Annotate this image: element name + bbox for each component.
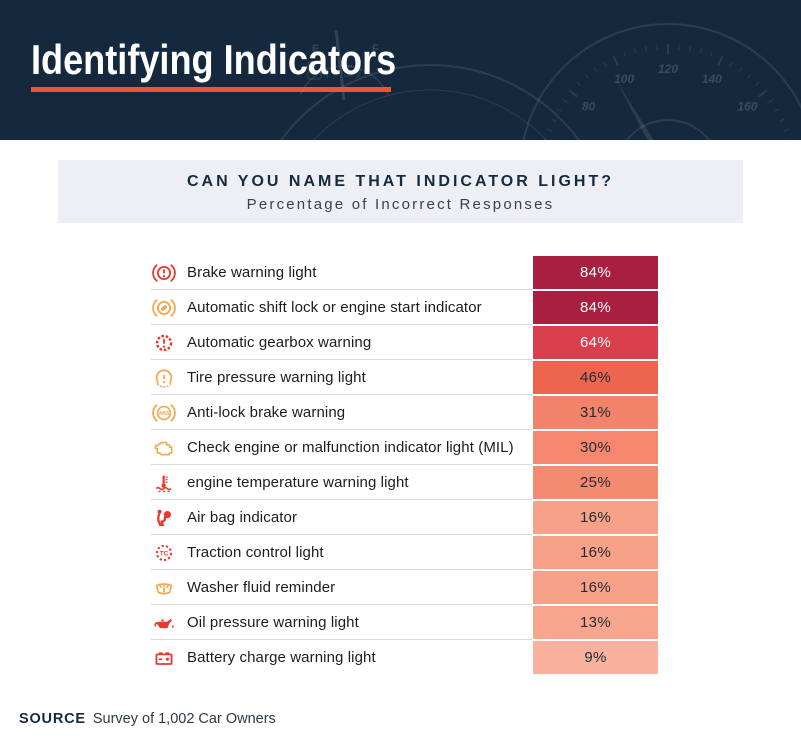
indicator-row: engine temperature warning light 25% [145, 464, 658, 499]
value-cell: 31% [533, 396, 658, 429]
value-cell: 64% [533, 326, 658, 359]
chart-header-panel: CAN YOU NAME THAT INDICATOR LIGHT? Perce… [58, 160, 743, 223]
traction-control-icon: TC [145, 541, 183, 565]
svg-text:100: 100 [614, 72, 634, 86]
value-cell: 84% [533, 256, 658, 289]
battery-charge-icon [145, 646, 183, 670]
indicator-row: Automatic shift lock or engine start ind… [145, 289, 658, 324]
indicator-row: Check engine or malfunction indicator li… [145, 429, 658, 464]
svg-text:140: 140 [702, 72, 722, 86]
value-cell: 16% [533, 571, 658, 604]
source-label: SOURCE [19, 711, 86, 727]
value-cell: 13% [533, 606, 658, 639]
page-header: 20406080100120140160180200220EF Identify… [0, 0, 801, 140]
tire-pressure-icon [145, 366, 183, 390]
washer-fluid-icon [145, 576, 183, 600]
indicator-label: Traction control light [187, 544, 324, 561]
value-cell: 84% [533, 291, 658, 324]
indicator-label: engine temperature warning light [187, 474, 409, 491]
svg-text:60: 60 [562, 139, 576, 140]
indicator-label: Automatic shift lock or engine start ind… [187, 299, 482, 316]
indicator-row: Automatic gearbox warning 64% [145, 324, 658, 359]
indicator-label: Tire pressure warning light [187, 369, 366, 386]
title-underline [31, 87, 391, 92]
indicator-label: Battery charge warning light [187, 649, 376, 666]
indicator-label: Air bag indicator [187, 509, 298, 526]
indicator-row: Air bag indicator 16% [145, 499, 658, 534]
source-text: Survey of 1,002 Car Owners [92, 711, 276, 727]
svg-text:160: 160 [737, 99, 757, 113]
svg-text:180: 180 [758, 139, 778, 140]
dashboard-background-art: 20406080100120140160180200220EF [280, 23, 801, 140]
source-note: SOURCE Survey of 1,002 Car Owners [19, 711, 276, 727]
chart-subtitle: Percentage of Incorrect Responses [246, 196, 555, 213]
oil-pressure-icon [145, 611, 183, 635]
indicator-row: Washer fluid reminder 16% [145, 569, 658, 604]
page-title: Identifying Indicators [31, 36, 397, 83]
brake-warning-light-icon [145, 261, 183, 285]
svg-text:80: 80 [582, 99, 596, 113]
indicator-label: Automatic gearbox warning [187, 334, 372, 351]
indicator-label: Anti-lock brake warning [187, 404, 346, 421]
gearbox-warning-icon [145, 331, 183, 355]
value-cell: 16% [533, 536, 658, 569]
indicator-label: Washer fluid reminder [187, 579, 336, 596]
shift-lock-icon [145, 296, 183, 320]
indicator-row: Battery charge warning light 9% [145, 639, 658, 674]
svg-text:F: F [372, 43, 379, 55]
indicator-row: Tire pressure warning light 46% [145, 359, 658, 394]
indicator-label: Oil pressure warning light [187, 614, 359, 631]
indicator-row: Oil pressure warning light 13% [145, 604, 658, 639]
engine-temperature-icon [145, 471, 183, 495]
svg-text:ABS: ABS [159, 411, 170, 417]
svg-text:E: E [312, 43, 319, 55]
value-cell: 9% [533, 641, 658, 674]
value-cell: 30% [533, 431, 658, 464]
indicator-row: ABS Anti-lock brake warning 31% [145, 394, 658, 429]
indicator-label: Check engine or malfunction indicator li… [187, 439, 514, 456]
svg-text:120: 120 [658, 62, 678, 76]
value-cell: 16% [533, 501, 658, 534]
svg-text:TC: TC [160, 550, 169, 557]
indicator-label: Brake warning light [187, 264, 317, 281]
value-cell: 25% [533, 466, 658, 499]
value-cell: 46% [533, 361, 658, 394]
chart-title: CAN YOU NAME THAT INDICATOR LIGHT? [186, 173, 615, 190]
indicator-row: Brake warning light 84% [145, 256, 658, 289]
check-engine-icon [145, 436, 183, 460]
airbag-icon [145, 506, 183, 530]
indicator-row: TC Traction control light 16% [145, 534, 658, 569]
indicator-bar-chart: Brake warning light 84% Automatic shift … [145, 256, 658, 676]
abs-warning-icon: ABS [145, 401, 183, 425]
